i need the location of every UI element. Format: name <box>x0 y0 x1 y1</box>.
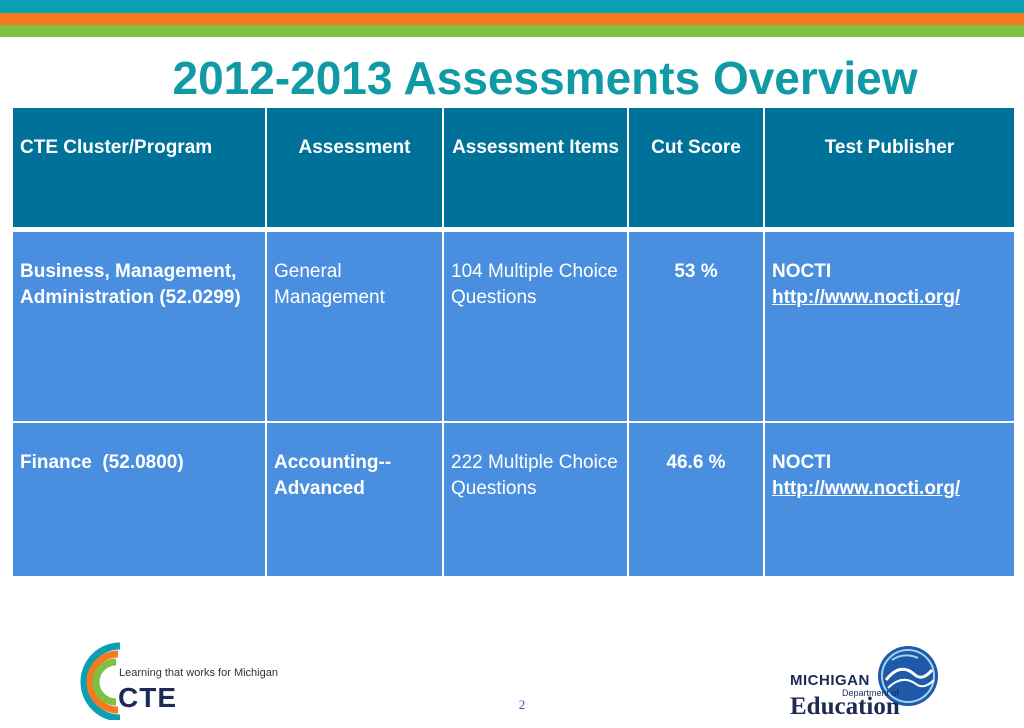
header-cluster: CTE Cluster/Program <box>11 106 267 231</box>
header-items: Assessment Items <box>442 106 629 231</box>
cte-tagline: Learning that works for Michigan <box>119 667 278 679</box>
top-stripe-orange <box>0 13 1024 25</box>
publisher-name: NOCTI <box>772 452 832 473</box>
header-publisher: Test Publisher <box>763 106 1016 231</box>
cell-cluster: Finance (52.0800) <box>11 421 267 578</box>
mde-logo-icon <box>878 646 938 706</box>
cte-wordmark: CTE <box>118 682 177 713</box>
header-assessment: Assessment <box>265 106 444 231</box>
cell-assessment: General Management <box>265 228 444 423</box>
mde-education-text: Education <box>790 693 900 720</box>
top-stripe-divider <box>0 37 1024 40</box>
cell-assessment: Accounting--Advanced <box>265 421 444 578</box>
cte-logo-icon <box>80 642 121 720</box>
mde-department-text: Department of <box>842 688 900 698</box>
cell-items: 222 Multiple Choice Questions <box>442 421 629 578</box>
publisher-link[interactable]: http://www.nocti.org/ <box>772 478 961 499</box>
table-header-row: CTE Cluster/Program Assessment Assessmen… <box>11 106 1016 231</box>
slide-title: 2012-2013 Assessments Overview <box>172 52 918 104</box>
cell-cluster: Business, Management, Administration (52… <box>11 228 267 423</box>
cell-cut-score: 53 % <box>627 228 765 423</box>
publisher-name: NOCTI <box>772 261 832 282</box>
publisher-link[interactable]: http://www.nocti.org/ <box>772 287 961 308</box>
cell-publisher: NOCTI http://www.nocti.org/ <box>763 421 1016 578</box>
assessments-table: CTE Cluster/Program Assessment Assessmen… <box>11 106 1016 578</box>
top-stripe-teal <box>0 0 1024 13</box>
header-cut-score: Cut Score <box>627 106 765 231</box>
cell-items: 104 Multiple Choice Questions <box>442 228 629 423</box>
page-number: 2 <box>518 697 526 712</box>
cell-publisher: NOCTI http://www.nocti.org/ <box>763 228 1016 423</box>
top-stripe-green <box>0 25 1024 37</box>
cell-cut-score: 46.6 % <box>627 421 765 578</box>
table-row: Finance (52.0800) Accounting--Advanced 2… <box>11 421 1016 578</box>
mde-michigan-text: MICHIGAN <box>790 672 870 689</box>
table-row: Business, Management, Administration (52… <box>11 228 1016 423</box>
